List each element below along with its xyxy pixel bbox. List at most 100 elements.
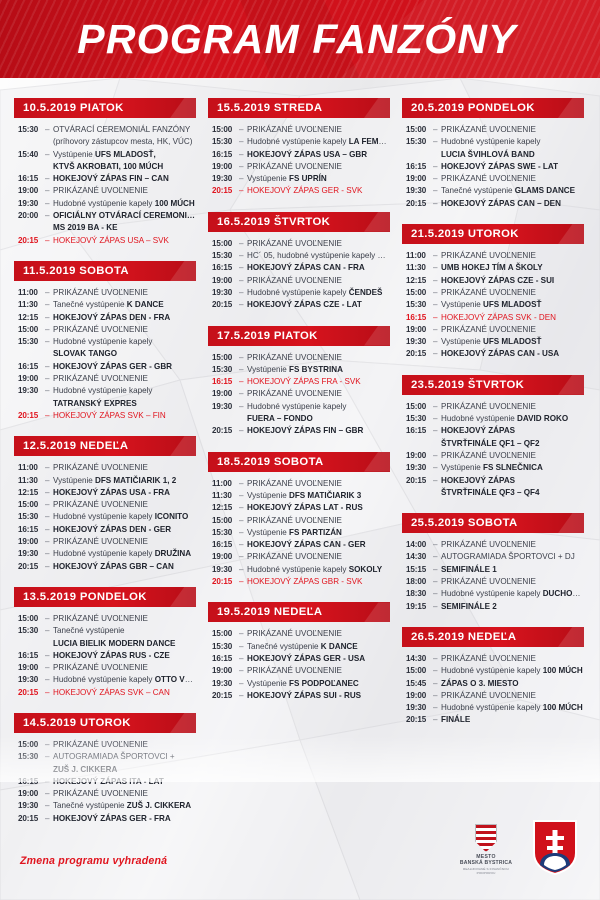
- entry-separator: –: [433, 577, 438, 587]
- entry-time: 15:30: [212, 527, 233, 537]
- day-date-header: 13.5.2019 PONDELOK: [14, 586, 196, 607]
- schedule-entry: 18:00– PRIKÁZANÉ UVOĽNENIE: [406, 576, 584, 588]
- schedule-entry: 16:15– HOKEJOVÝ ZÁPAS CAN - FRA: [212, 262, 390, 274]
- entry-time: 20:00: [18, 211, 39, 221]
- entry-text: HOKEJOVÝ ZÁPAS USA – SVK: [53, 235, 169, 245]
- schedule-entry: 20:15– HOKEJOVÝ ZÁPAS CZE - LAT: [212, 299, 390, 311]
- entry-separator: –: [45, 287, 50, 297]
- entry-text: PRIKÁZANÉ UVOĽNENIE: [441, 324, 536, 334]
- entry-time: 20:15: [212, 426, 233, 436]
- entry-separator: –: [239, 161, 244, 171]
- day-entry-list: 15:30–OTVÁRACÍ CEREMONIÁL FANZÓNY–(prího…: [14, 124, 196, 247]
- day-date-header: 20.5.2019 PONDELOK: [402, 98, 584, 118]
- entry-time: 14:30: [406, 552, 427, 562]
- schedule-entry: 16:15– HOKEJOVÝ ZÁPAS DEN - GER: [18, 524, 196, 536]
- schedule-entry: 19:30– Hudobné vystúpenie kapely SOKOLY: [212, 564, 390, 576]
- schedule-entry: 20:15– HOKEJOVÝ ZÁPAS FIN – GBR: [212, 425, 390, 437]
- entry-text: HOKEJOVÝ ZÁPAS: [441, 475, 516, 485]
- day-date-header: 26.5.2019 NEDEĽA: [402, 626, 584, 647]
- day-date-header: 19.5.2019 NEDEĽA: [208, 602, 390, 623]
- entry-separator: –: [433, 137, 438, 147]
- entry-text: OFICIÁLNY OTVÁRACÍ CEREMONIÁL: [53, 211, 196, 221]
- entry-time: 11:00: [406, 251, 426, 261]
- entry-text: PRIKÁZANÉ UVOĽNENIE: [247, 389, 342, 399]
- entry-separator: –: [45, 752, 50, 762]
- entry-separator: –: [45, 512, 50, 522]
- schedule-entry: 16:15– HOKEJOVÝ ZÁPAS FRA - SVK: [212, 376, 390, 388]
- entry-time: 16:15: [18, 174, 39, 184]
- schedule-entry: 11:00– PRIKÁZANÉ UVOĽNENIE: [18, 462, 196, 474]
- entry-separator: –: [239, 678, 244, 688]
- entry-time: 11:00: [18, 463, 38, 473]
- schedule-entry: 19:30– Tanečné vystúpenie GLAMS DANCE: [406, 185, 584, 197]
- day-date-header: 18.5.2019 SOBOTA: [208, 451, 390, 472]
- entry-separator: –: [45, 549, 50, 559]
- entry-time: 15:00: [18, 500, 39, 510]
- entry-time: 15:00: [406, 666, 427, 676]
- entry-separator: –: [239, 564, 244, 574]
- entry-separator: –: [433, 552, 438, 562]
- schedule-entry: –MS 2019 BA - KE: [18, 222, 196, 234]
- entry-separator: –: [433, 161, 438, 171]
- entry-text: Hudobné vystúpenie kapely: [53, 386, 153, 396]
- entry-time: 15:00: [212, 629, 233, 639]
- day-entry-list: 11:00– PRIKÁZANÉ UVOĽNENIE 11:30– Vystúpeni…: [208, 478, 390, 589]
- day-block: 11.5.2019 SOBOTA 11:00– PRIKÁZANÉ UVOĽNENI…: [14, 260, 196, 422]
- schedule-entry: 12:15– HOKEJOVÝ ZÁPAS LAT - RUS: [212, 502, 390, 514]
- entry-time: 11:00: [18, 287, 38, 297]
- entry-text: PRIKÁZANÉ UVOĽNENIE: [247, 161, 342, 171]
- entry-time: 16:15: [406, 426, 427, 436]
- day-block: 23.5.2019 ŠTVRTOK 15:00– PRIKÁZANÉ UVOĽNEN…: [402, 374, 584, 499]
- entry-separator: –: [239, 174, 244, 184]
- day-block: 12.5.2019 NEDEĽA 11:00– PRIKÁZANÉ UVOĽNENI…: [14, 436, 196, 573]
- entry-text: HOKEJOVÝ ZÁPAS GBR – CAN: [53, 561, 174, 571]
- city-logo-line3: REALIZOVANÉ S FINANČNOU PODPOROU: [463, 867, 509, 875]
- day-entry-list: 15:00– PRIKÁZANÉ UVOĽNENIE 15:30– Tanečné v…: [14, 613, 196, 699]
- disclaimer-note: Zmena programu vyhradená: [20, 855, 168, 867]
- entry-time: 15:00: [18, 613, 39, 623]
- entry-separator: –: [239, 540, 244, 550]
- entry-time: 19:00: [406, 450, 427, 460]
- day-entry-list: 15:00– PRIKÁZANÉ UVOĽNENIE 15:30– Vystúpeni…: [208, 352, 390, 438]
- entry-text: Vystúpenie FS BYSTRINA: [247, 364, 343, 374]
- entry-time: 20:15: [406, 475, 427, 485]
- entry-separator: –: [239, 352, 244, 362]
- entry-text: Vystúpenie DFS MATIČIARIK 3: [247, 490, 362, 500]
- shield-icon: [475, 824, 497, 852]
- entry-time: 11:30: [18, 300, 38, 310]
- entry-time: 14:30: [406, 653, 427, 663]
- entry-text: PRIKÁZANÉ UVOĽNENIE: [247, 275, 342, 285]
- schedule-entry: 11:00– PRIKÁZANÉ UVOĽNENIE: [406, 250, 584, 262]
- entry-separator: –: [45, 537, 50, 547]
- city-logo: MESTO BANSKÁ BYSTRICA REALIZOVANÉ S FINA…: [454, 824, 518, 875]
- entry-time: 19:15: [406, 601, 427, 611]
- entry-text: Vystúpenie UFS MLADOSŤ: [441, 300, 542, 310]
- entry-separator: –: [239, 364, 244, 374]
- entry-text: HOKEJOVÝ ZÁPAS CAN - FRA: [247, 263, 365, 273]
- entry-separator: –: [433, 589, 438, 599]
- schedule-entry: 11:30– Vystúpenie DFS MATIČIARIK 3: [212, 490, 390, 502]
- entry-text: PRIKÁZANÉ UVOĽNENIE: [247, 629, 342, 639]
- schedule-entry: 15:15– SEMIFINÁLE 1: [406, 564, 584, 576]
- entry-separator: –: [433, 174, 438, 184]
- entry-time: 20:15: [18, 235, 39, 245]
- entry-text: HOKEJOVÝ ZÁPAS SVK - DEN: [441, 312, 556, 322]
- entry-time: 15:30: [406, 137, 427, 147]
- schedule-entry: 20:15– FINÁLE: [406, 714, 584, 726]
- schedule-entry: 20:15– HOKEJOVÝ ZÁPAS USA – SVK: [18, 235, 196, 247]
- schedule-entry: 19:30– Hudobné vystúpenie kapely 100 MÚCH: [18, 198, 196, 210]
- entry-text: HOKEJOVÝ ZÁPAS CAN - USA: [441, 349, 560, 359]
- entry-text: KTVŠ AKROBATI, 100 MÚCH: [53, 161, 164, 171]
- entry-time: 16:15: [212, 149, 233, 159]
- entry-separator: –: [239, 629, 244, 639]
- entry-time: 19:30: [18, 198, 39, 208]
- entry-text: PRIKÁZANÉ UVOĽNENIE: [247, 666, 342, 676]
- day-date-header: 16.5.2019 ŠTVRTOK: [208, 211, 390, 232]
- entry-separator: –: [239, 666, 244, 676]
- schedule-entry: 19:30– Hudobné vystúpenie kapely: [212, 401, 390, 413]
- entry-separator: –: [45, 312, 50, 322]
- entry-text: HOKEJOVÝ ZÁPAS SVK – CAN: [53, 687, 170, 697]
- entry-text: Vystúpenie UFS MLADOSŤ: [441, 337, 542, 347]
- entry-text: ZÁPAS O 3. MIESTO: [441, 678, 519, 688]
- entry-text: HOKEJOVÝ ZÁPAS GBR - SVK: [247, 577, 363, 587]
